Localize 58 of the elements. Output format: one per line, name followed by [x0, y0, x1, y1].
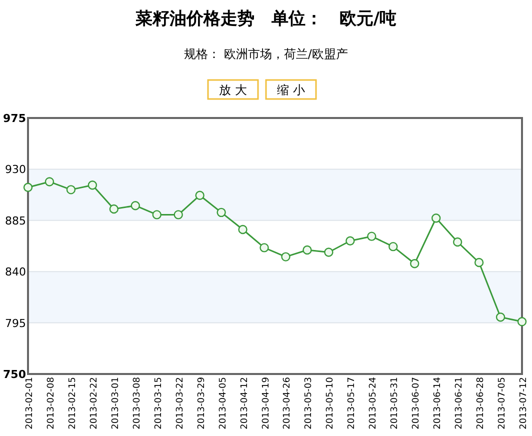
point [474, 258, 484, 268]
x-tick-label: 2013-04-05 [218, 377, 228, 430]
chart-title: 菜籽油价格走势 单位： 欧元/吨 [134, 9, 397, 29]
point [431, 214, 441, 223]
point [152, 210, 162, 220]
x-tick-label: 2013-02-01 [25, 377, 35, 430]
text: 放 大 [219, 83, 247, 97]
x-tick-label: 2013-04-26 [282, 376, 293, 430]
point [452, 237, 462, 247]
point [44, 177, 54, 186]
point [367, 232, 376, 241]
point [260, 243, 269, 252]
point [174, 210, 183, 220]
point [346, 236, 355, 246]
x-tick-label: 2013-05-31 [390, 377, 400, 430]
x-tick-label: 2013-02-15 [68, 377, 78, 430]
point [302, 245, 312, 255]
x-tick-label: 2013-06-14 [433, 376, 444, 430]
text: 缩 小 [277, 83, 305, 97]
point [88, 180, 98, 190]
x-tick-label: 2013-06-07 [412, 377, 422, 430]
x-tick-label: 2013-05-03 [304, 377, 314, 430]
x-tick-label: 2013-02-08 [46, 376, 56, 430]
x-tick-label: 2013-03-29 [196, 376, 207, 430]
x-tick-label: 2013-04-12 [240, 377, 250, 430]
point [517, 317, 527, 326]
x-tick-label: 2013-03-22 [175, 377, 186, 430]
x-tick-label: 2013-06-28 [476, 376, 486, 430]
x-tick-label: 2013-03-15 [154, 377, 164, 430]
y-tick-label: 930 [5, 163, 26, 176]
point [109, 204, 119, 214]
y-tick-label: 840 [5, 266, 26, 279]
x-tick-label: 2013-07-12 [519, 377, 529, 430]
chart-subtitle: 规格： 欧洲市场，荷兰/欧盟产 [184, 47, 348, 61]
y-tick-label: 885 [5, 214, 26, 228]
x-tick-label: 2013-02-22 [89, 377, 100, 430]
point [238, 224, 248, 234]
x-tick-label: 2013-05-17 [347, 377, 358, 430]
point [410, 259, 420, 268]
x-tick-label: 2013-05-24 [368, 376, 379, 430]
x-tick-label: 2013-03-08 [132, 376, 142, 430]
point [324, 248, 334, 257]
x-tick-label: 2013-03-01 [110, 377, 121, 430]
point [195, 190, 204, 200]
point [496, 312, 506, 322]
y-tick-label: 975 [3, 112, 26, 125]
point [130, 201, 140, 210]
x-tick-label: 2013-05-10 [326, 376, 336, 430]
y-tick-label: 750 [3, 368, 26, 381]
point [281, 252, 290, 262]
point [388, 242, 398, 252]
y-tick-label: 795 [5, 316, 26, 330]
x-tick-label: 2013-07-05 [498, 377, 508, 430]
point [216, 208, 226, 218]
point [23, 182, 33, 192]
point [66, 185, 76, 194]
x-tick-label: 2013-06-21 [454, 377, 465, 430]
x-tick-label: 2013-04-19 [261, 376, 272, 430]
